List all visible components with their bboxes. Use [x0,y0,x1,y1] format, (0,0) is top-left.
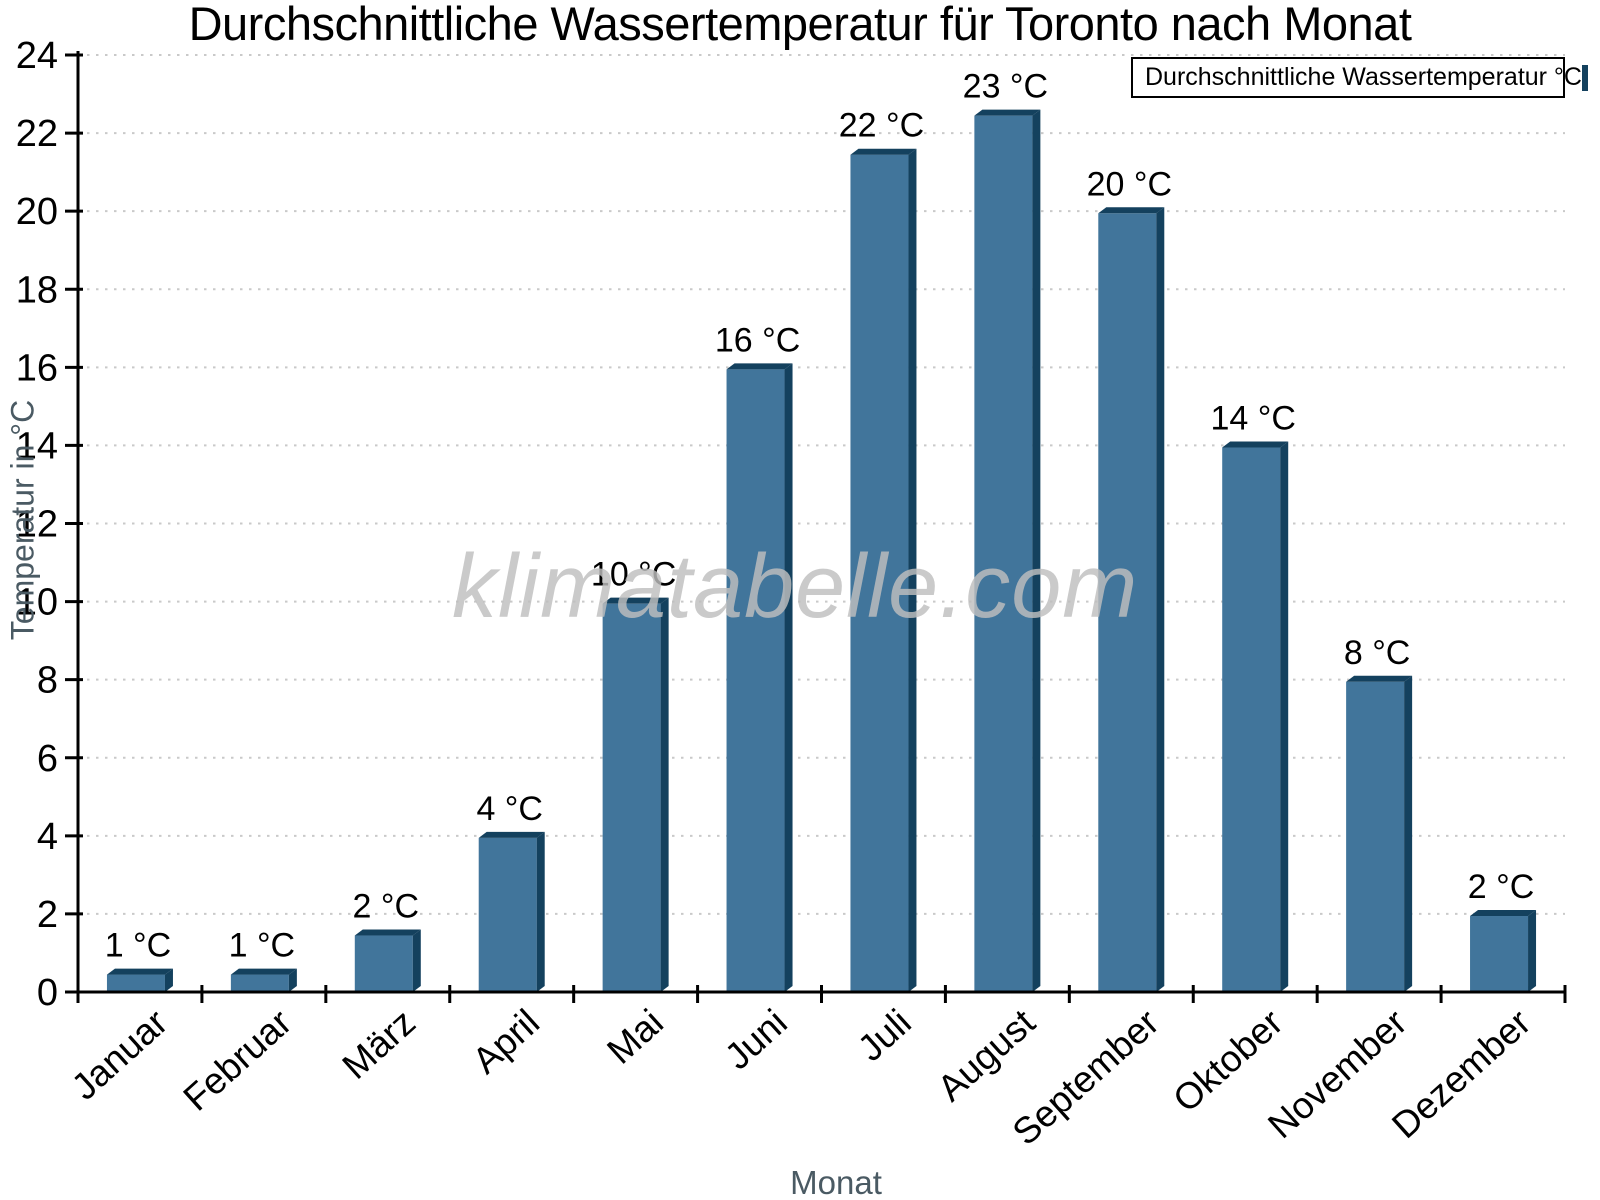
x-category-label: Oktober [1165,1001,1290,1120]
bar [1346,681,1405,992]
bar-value-label: 2 °C [353,888,420,926]
bar [478,837,537,992]
bar [106,974,165,992]
bar-side-bevel [288,968,297,992]
bar-top-bevel [230,968,297,975]
y-tick-label: 24 [16,35,58,77]
y-axis-title: Temperatur in °C [4,399,41,641]
bar-side-bevel [660,597,669,992]
bar [1222,447,1281,992]
y-tick-label: 18 [16,269,58,311]
bar-side-bevel [1528,910,1537,992]
y-tick-label: 20 [16,191,58,233]
bar-top-bevel [974,109,1041,116]
x-category-label: Dezember [1384,1001,1538,1146]
bar [1470,916,1529,992]
bar-top-bevel [602,597,669,604]
bar-top-bevel [354,929,421,936]
bar-value-label: 4 °C [476,790,543,828]
bar [850,154,909,992]
bar-value-label: 1 °C [229,927,296,965]
bar-top-bevel [1346,675,1413,682]
y-tick-label: 8 [37,660,58,702]
x-category-label: März [335,1001,424,1086]
y-tick-label: 16 [16,347,58,389]
bar-top-bevel [850,148,917,155]
legend-color-swatch [1582,64,1588,91]
bar [1098,213,1157,992]
bar-value-label: 2 °C [1468,868,1535,906]
y-tick-label: 14 [16,425,58,467]
bar-side-bevel [164,968,173,992]
bar [354,935,413,992]
bar-side-bevel [536,831,545,992]
bar-top-bevel [1098,207,1165,214]
bar-top-bevel [726,363,793,370]
bar-top-bevel [1470,910,1537,917]
bar-value-label: 16 °C [715,321,800,359]
y-tick-label: 2 [37,894,58,936]
bar-side-bevel [1156,207,1165,992]
x-category-label: Juli [850,1001,919,1069]
x-axis-title: Monat [790,1164,882,1200]
y-tick-label: 0 [37,972,58,1014]
bar-value-label: 20 °C [1087,165,1172,203]
x-category-label: Februar [176,1001,300,1118]
bar [726,369,785,992]
x-category-label: August [930,1001,1044,1109]
bar-value-label: 10 °C [591,556,676,594]
chart-legend: Durchschnittliche Wassertemperatur °C [1131,57,1588,98]
bar-value-label: 8 °C [1344,634,1411,672]
legend-series-label: Durchschnittliche Wassertemperatur °C [1145,63,1582,91]
x-category-label: Januar [64,1001,176,1107]
y-tick-label: 22 [16,113,58,155]
bar [974,115,1033,993]
y-tick-label: 10 [16,582,58,624]
bar [230,974,289,992]
chart-title: Durchschnittliche Wassertemperatur für T… [188,0,1412,50]
y-tick-label: 12 [16,504,58,546]
bar-top-bevel [1222,441,1289,448]
bar-value-label: 14 °C [1210,400,1295,438]
bar-top-bevel [478,831,545,838]
bar-side-bevel [1032,109,1041,993]
x-category-label: Mai [599,1001,671,1071]
bar-side-bevel [1280,441,1289,992]
bar-side-bevel [412,929,421,992]
bar-value-label: 23 °C [963,68,1048,106]
x-category-label: April [465,1001,547,1081]
bar-top-bevel [106,968,173,975]
watermark-text: klimatabelle.com [452,537,1139,637]
bar-side-bevel [1404,675,1413,992]
bar-side-bevel [784,363,793,992]
y-tick-label: 4 [37,816,58,858]
bar [602,603,661,992]
bar-value-label: 1 °C [105,927,172,965]
x-category-label: Juni [717,1001,795,1077]
bar-side-bevel [908,148,917,992]
bar-value-label: 22 °C [839,107,924,145]
y-tick-label: 6 [37,738,58,780]
